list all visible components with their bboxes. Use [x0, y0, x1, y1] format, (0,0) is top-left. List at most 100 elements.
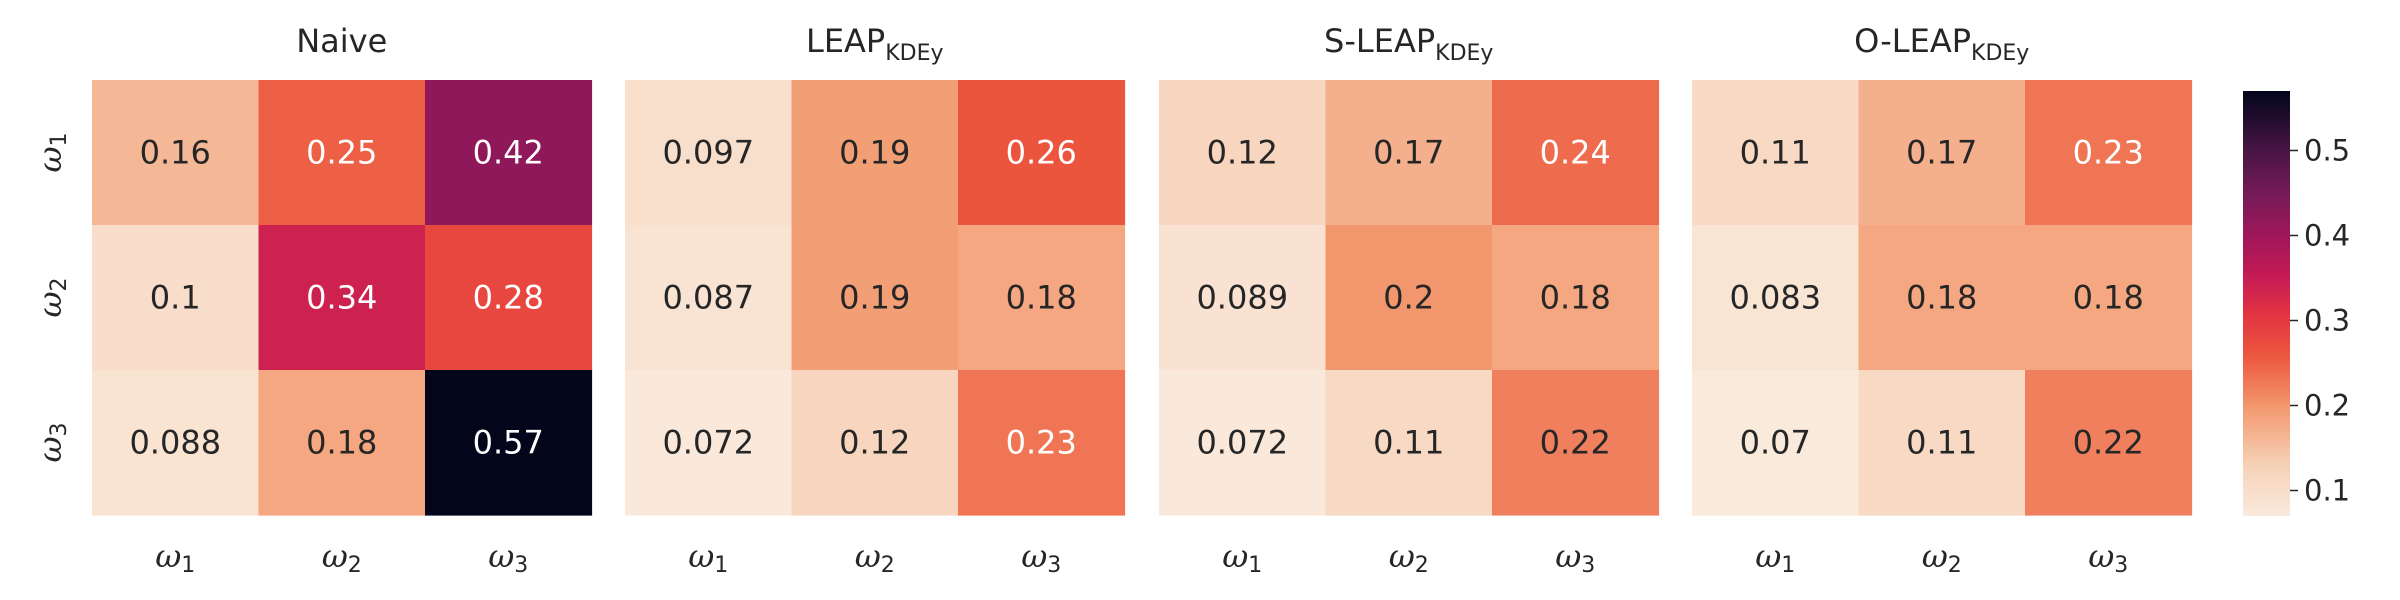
cell-value-label: 0.18	[2073, 279, 2144, 317]
cell-value-label: 0.089	[1196, 279, 1288, 317]
heatmap-panel: S-LEAPKDEy 0.12 0.17 0.24 0.089 0.2 0.18 0.072 0…	[1159, 22, 1660, 578]
heatmap-cell	[1325, 80, 1493, 226]
cell-value-label: 0.22	[2073, 424, 2144, 462]
heatmap-cell	[2025, 80, 2193, 226]
heatmap-cell	[791, 225, 959, 371]
cell-value-label: 0.19	[839, 134, 910, 172]
x-tick-label: ω3	[2088, 537, 2128, 578]
heatmap-cell	[625, 370, 793, 516]
cell-value-label: 0.28	[473, 279, 544, 317]
colorbar-tick-label: 0.4	[2304, 219, 2350, 253]
colorbar-tick-label: 0.1	[2304, 474, 2350, 508]
heatmap-cell	[791, 370, 959, 516]
heatmap-cell	[1492, 370, 1660, 516]
cell-value-label: 0.11	[1373, 424, 1444, 462]
heatmap-cell	[92, 370, 260, 516]
x-tick-label: ω1	[1755, 537, 1795, 578]
cell-value-label: 0.22	[1540, 424, 1611, 462]
x-tick-label: ω2	[322, 537, 362, 578]
y-tick-label: ω2	[31, 277, 72, 317]
cell-value-label: 0.12	[1207, 134, 1278, 172]
heatmap-cell	[92, 80, 260, 226]
cell-value-label: 0.087	[662, 279, 754, 317]
x-tick-label: ω1	[1222, 537, 1262, 578]
heatmap-cell	[958, 80, 1126, 226]
heatmap-cell	[258, 80, 426, 226]
x-tick-label: ω1	[688, 537, 728, 578]
heatmap-cell	[2025, 370, 2193, 516]
x-tick-label: ω2	[1922, 537, 1962, 578]
cell-value-label: 0.072	[662, 424, 754, 462]
heatmap-cell	[1692, 225, 1860, 371]
x-tick-label: ω3	[1555, 537, 1595, 578]
colorbar-tick-label: 0.2	[2304, 389, 2350, 423]
panel-title: O-LEAPKDEy	[1854, 22, 2029, 66]
heatmap-cell	[1858, 370, 2026, 516]
heatmap-cell	[1159, 370, 1327, 516]
cell-value-label: 0.23	[1006, 424, 1077, 462]
colorbar: 0.1 0.2 0.3 0.4 0.5	[2243, 91, 2350, 516]
cell-value-label: 0.083	[1729, 279, 1821, 317]
heatmap-cell	[258, 225, 426, 371]
heatmap-cell	[958, 225, 1126, 371]
cell-value-label: 0.18	[1906, 279, 1977, 317]
cell-value-label: 0.2	[1383, 279, 1434, 317]
heatmap-cell	[258, 370, 426, 516]
cell-value-label: 0.34	[306, 279, 377, 317]
cell-value-label: 0.57	[473, 424, 544, 462]
panel-title: LEAPKDEy	[806, 22, 944, 66]
x-tick-label: ω3	[488, 537, 528, 578]
cell-value-label: 0.18	[1006, 279, 1077, 317]
cell-value-label: 0.11	[1906, 424, 1977, 462]
y-tick-label: ω3	[31, 422, 72, 462]
x-tick-label: ω1	[155, 537, 195, 578]
cell-value-label: 0.097	[662, 134, 754, 172]
cell-value-label: 0.16	[140, 134, 211, 172]
heatmap-cell	[1492, 80, 1660, 226]
cell-value-label: 0.18	[1540, 279, 1611, 317]
cell-value-label: 0.24	[1540, 134, 1611, 172]
colorbar-tick-label: 0.5	[2304, 134, 2350, 168]
heatmap-cell	[625, 80, 793, 226]
heatmap-cell	[2025, 225, 2193, 371]
panel-title: S-LEAPKDEy	[1324, 22, 1493, 66]
x-tick-label: ω3	[1021, 537, 1061, 578]
heatmap-cell	[1159, 80, 1327, 226]
x-tick-label: ω2	[855, 537, 895, 578]
cell-value-label: 0.088	[129, 424, 221, 462]
cell-value-label: 0.23	[2073, 134, 2144, 172]
heatmap-cell	[425, 370, 593, 516]
panel-title: Naive	[296, 22, 387, 60]
colorbar-tick-label: 0.3	[2304, 304, 2350, 338]
heatmap-cell	[1692, 370, 1860, 516]
heatmap-cell	[1692, 80, 1860, 226]
heatmap-cell	[425, 80, 593, 226]
heatmap-panel: Naive 0.16 0.25 0.42 0.1 0.34 0.28 0.088 0.18 0.5…	[92, 22, 593, 578]
cell-value-label: 0.12	[839, 424, 910, 462]
heatmap-panel: LEAPKDEy 0.097 0.19 0.26 0.087 0.19 0.18 0.072 0…	[625, 22, 1126, 578]
cell-value-label: 0.072	[1196, 424, 1288, 462]
cell-value-label: 0.18	[306, 424, 377, 462]
cell-value-label: 0.17	[1906, 134, 1977, 172]
heatmap-cell	[1325, 370, 1493, 516]
x-tick-label: ω2	[1389, 537, 1429, 578]
cell-value-label: 0.42	[473, 134, 544, 172]
heatmap-cell	[1492, 225, 1660, 371]
heatmap-cell	[425, 225, 593, 371]
heatmap-cell	[958, 370, 1126, 516]
colorbar-gradient	[2243, 91, 2290, 516]
cell-value-label: 0.25	[306, 134, 377, 172]
heatmap-cell	[1858, 225, 2026, 371]
cell-value-label: 0.07	[1740, 424, 1811, 462]
cell-value-label: 0.17	[1373, 134, 1444, 172]
heatmap-cell	[791, 80, 959, 226]
cell-value-label: 0.11	[1740, 134, 1811, 172]
heatmap-cell	[1325, 225, 1493, 371]
cell-value-label: 0.19	[839, 279, 910, 317]
cell-value-label: 0.26	[1006, 134, 1077, 172]
heatmap-cell	[1858, 80, 2026, 226]
cell-value-label: 0.1	[150, 279, 201, 317]
heatmap-panel: O-LEAPKDEy 0.11 0.17 0.23 0.083 0.18 0.18 0.07 0…	[1692, 22, 2193, 578]
heatmap-cell	[92, 225, 260, 371]
